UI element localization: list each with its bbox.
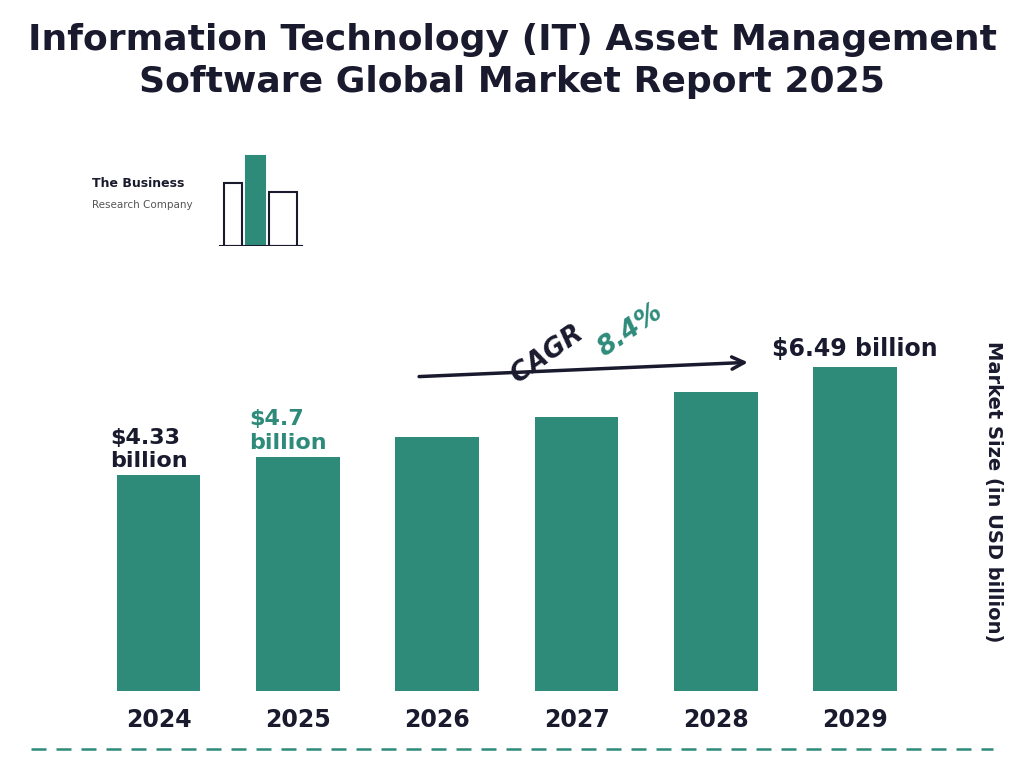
Text: 8.4%: 8.4% <box>593 300 668 362</box>
Bar <box>395 437 479 691</box>
Text: $6.49 billion: $6.49 billion <box>772 337 938 361</box>
Text: The Business: The Business <box>92 177 184 190</box>
Bar <box>535 417 618 691</box>
Text: Information Technology (IT) Asset Management
Software Global Market Report 2025: Information Technology (IT) Asset Manage… <box>28 23 996 99</box>
Text: Research Company: Research Company <box>92 200 193 210</box>
Text: $4.33
billion: $4.33 billion <box>110 428 187 471</box>
Bar <box>246 156 265 246</box>
Text: $4.7
billion: $4.7 billion <box>249 409 327 452</box>
Bar <box>223 183 243 246</box>
Bar <box>256 456 340 691</box>
Text: CAGR: CAGR <box>507 315 596 389</box>
Bar <box>117 475 201 691</box>
Bar <box>813 367 897 691</box>
Bar <box>268 192 297 246</box>
Text: Market Size (in USD billion): Market Size (in USD billion) <box>984 341 1002 642</box>
Bar <box>674 392 758 691</box>
